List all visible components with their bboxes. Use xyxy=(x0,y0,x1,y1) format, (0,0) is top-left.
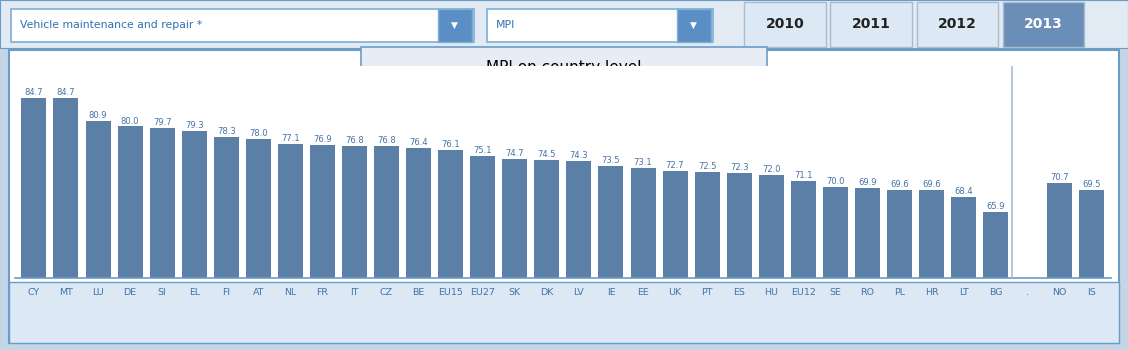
Bar xyxy=(11,9,474,42)
Bar xyxy=(150,128,175,350)
Bar xyxy=(566,161,591,350)
Text: 75.1: 75.1 xyxy=(474,146,492,155)
Text: 78.0: 78.0 xyxy=(249,129,267,138)
Bar xyxy=(599,166,624,350)
Bar xyxy=(759,175,784,350)
Bar xyxy=(0,0,1128,48)
Text: 72.7: 72.7 xyxy=(666,161,685,170)
Text: 69.6: 69.6 xyxy=(923,180,941,189)
Text: 74.7: 74.7 xyxy=(505,149,525,158)
Bar xyxy=(726,173,751,350)
Bar xyxy=(342,146,367,350)
Text: 70.0: 70.0 xyxy=(826,177,845,186)
Bar xyxy=(21,98,46,350)
Text: Vehicle maintenance and repair *: Vehicle maintenance and repair * xyxy=(20,20,203,30)
Text: 65.9: 65.9 xyxy=(986,202,1005,211)
Text: 74.3: 74.3 xyxy=(570,151,588,160)
Bar xyxy=(695,172,720,350)
Text: MPI on country level: MPI on country level xyxy=(486,60,642,75)
Text: 79.7: 79.7 xyxy=(152,118,171,127)
Bar xyxy=(53,98,79,350)
Bar xyxy=(182,131,206,350)
Bar xyxy=(887,190,913,350)
Bar xyxy=(919,190,944,350)
Text: 84.7: 84.7 xyxy=(56,88,76,97)
Text: 69.9: 69.9 xyxy=(858,178,876,187)
Bar xyxy=(310,145,335,350)
Text: 77.1: 77.1 xyxy=(281,134,300,143)
Bar xyxy=(951,197,976,350)
Bar xyxy=(1047,183,1073,350)
Bar xyxy=(213,137,239,350)
Bar xyxy=(830,2,913,47)
Bar xyxy=(438,9,472,42)
Bar xyxy=(744,2,826,47)
Text: 70.7: 70.7 xyxy=(1050,173,1069,182)
Text: 76.8: 76.8 xyxy=(377,136,396,145)
Bar xyxy=(361,47,767,89)
Text: 2013: 2013 xyxy=(1024,17,1063,31)
Text: 76.8: 76.8 xyxy=(345,136,364,145)
Text: 69.6: 69.6 xyxy=(890,180,909,189)
Text: 84.7: 84.7 xyxy=(25,88,43,97)
Bar xyxy=(117,126,142,350)
Text: ▼: ▼ xyxy=(690,21,697,30)
Bar xyxy=(631,168,655,350)
Bar xyxy=(406,148,431,350)
Text: 78.3: 78.3 xyxy=(217,127,236,136)
Bar xyxy=(277,144,303,350)
Bar xyxy=(9,50,1119,343)
Text: 68.4: 68.4 xyxy=(954,187,973,196)
Bar xyxy=(86,121,111,350)
Text: 72.5: 72.5 xyxy=(698,162,716,171)
Text: 72.0: 72.0 xyxy=(763,165,781,174)
Text: 72.3: 72.3 xyxy=(730,163,749,172)
Bar xyxy=(822,187,848,350)
Text: ▼: ▼ xyxy=(451,21,458,30)
Text: 74.5: 74.5 xyxy=(538,150,556,159)
Bar xyxy=(374,146,399,350)
Bar xyxy=(487,9,713,42)
Text: 76.1: 76.1 xyxy=(441,140,460,149)
Text: 2010: 2010 xyxy=(766,17,804,31)
Bar xyxy=(470,156,495,350)
Bar xyxy=(502,159,527,350)
Text: 79.3: 79.3 xyxy=(185,121,203,130)
Bar xyxy=(662,171,688,350)
Text: 80.9: 80.9 xyxy=(89,111,107,120)
Bar xyxy=(438,150,464,350)
Text: 69.5: 69.5 xyxy=(1083,180,1101,189)
Bar xyxy=(984,212,1008,350)
Bar xyxy=(246,139,271,350)
Bar xyxy=(535,160,559,350)
Bar xyxy=(791,181,816,350)
Bar xyxy=(916,2,998,47)
Text: 76.4: 76.4 xyxy=(409,139,428,147)
Bar xyxy=(1003,2,1084,47)
Bar xyxy=(9,282,1119,343)
Text: 76.9: 76.9 xyxy=(314,135,332,145)
Text: MPI: MPI xyxy=(496,20,515,30)
Text: 73.1: 73.1 xyxy=(634,159,652,167)
Bar xyxy=(677,9,711,42)
Bar xyxy=(855,188,880,350)
Bar xyxy=(1079,190,1104,350)
Text: 73.5: 73.5 xyxy=(601,156,620,165)
Text: 80.0: 80.0 xyxy=(121,117,140,126)
Text: 71.1: 71.1 xyxy=(794,170,812,180)
Text: 2011: 2011 xyxy=(852,17,891,31)
Text: 2012: 2012 xyxy=(937,17,977,31)
